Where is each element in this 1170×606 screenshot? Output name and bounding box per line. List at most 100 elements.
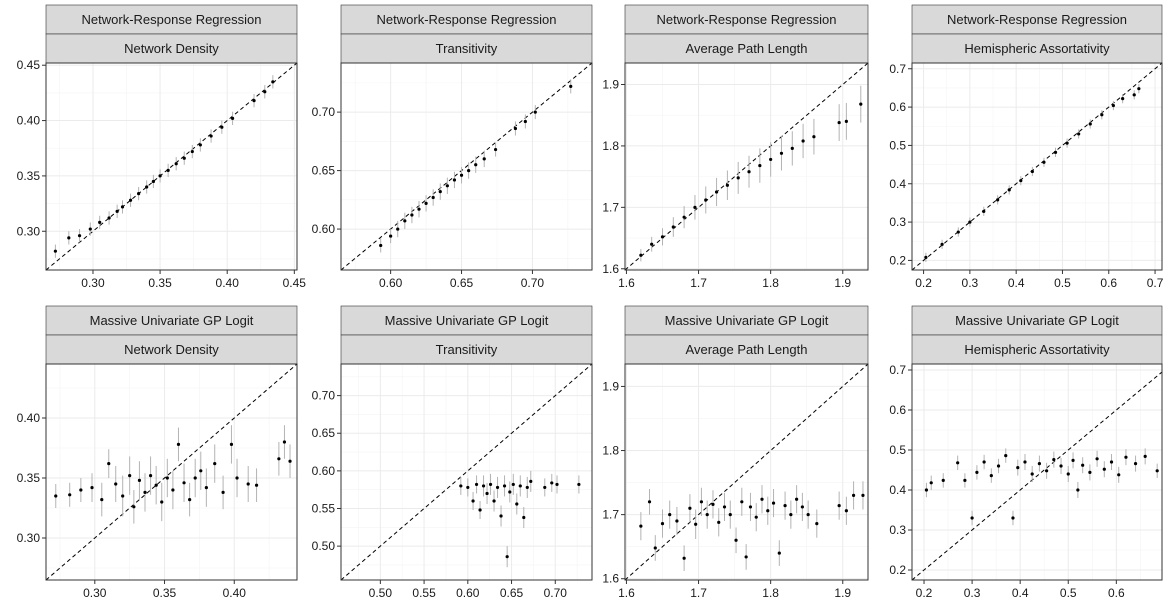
y-tick-label: 1.8: [602, 444, 619, 458]
data-point: [789, 513, 793, 517]
identity-line: [912, 63, 1162, 270]
data-point: [711, 502, 715, 506]
data-point: [861, 493, 865, 497]
data-point: [88, 227, 92, 231]
data-point: [220, 125, 224, 129]
data-point: [660, 235, 665, 239]
data-point: [120, 205, 125, 209]
x-tick-label: 1.7: [690, 586, 707, 600]
data-point: [924, 488, 929, 492]
data-point: [229, 442, 234, 446]
data-point: [1011, 516, 1015, 520]
data-point: [115, 209, 119, 213]
plot-area: [912, 63, 1162, 270]
plot-area: [341, 364, 592, 580]
data-point: [736, 176, 740, 180]
strip-top: [340, 4, 593, 35]
strip-top: [911, 4, 1163, 35]
data-point: [688, 506, 692, 510]
data-point: [1117, 473, 1121, 477]
y-tick-label: 1.9: [602, 379, 619, 393]
data-point: [128, 198, 133, 202]
data-point: [1030, 472, 1034, 476]
data-point: [569, 84, 573, 88]
x-tick-label: 0.50: [369, 586, 393, 600]
x-tick-label: 0.30: [81, 276, 105, 290]
y-tick-label: 0.7: [889, 363, 906, 377]
data-point: [779, 151, 784, 155]
data-point: [67, 236, 71, 240]
panel-border: [340, 62, 593, 271]
data-point: [1023, 460, 1027, 464]
facet-panel-6: Massive Univariate GP Logit Transitivity 0…: [312, 305, 593, 600]
data-point: [1004, 454, 1008, 458]
data-point: [459, 173, 464, 177]
data-point: [502, 484, 507, 488]
data-point: [783, 504, 787, 508]
data-point: [970, 516, 974, 520]
y-tick-label: 0.30: [17, 224, 41, 238]
strip-top: [624, 305, 869, 336]
data-point: [132, 505, 136, 509]
data-point: [525, 485, 529, 490]
data-point: [725, 183, 729, 187]
data-point: [158, 174, 162, 178]
data-point: [1007, 188, 1011, 192]
y-tick-label: 0.5: [889, 138, 906, 152]
data-point: [1102, 467, 1106, 471]
data-point: [1030, 169, 1034, 174]
x-tick-label: 0.3: [964, 586, 981, 600]
data-point: [98, 220, 102, 225]
y-tick-label: 0.50: [312, 539, 336, 553]
x-tick-label: 0.5: [1054, 276, 1071, 290]
y-tick-label: 0.35: [17, 169, 41, 183]
data-point: [474, 482, 479, 487]
data-point: [682, 556, 686, 560]
y-tick-label: 0.65: [312, 164, 336, 178]
x-tick-label: 0.2: [915, 276, 932, 290]
data-point: [647, 500, 652, 504]
data-point: [982, 209, 986, 213]
data-point: [459, 484, 463, 488]
data-point: [209, 134, 213, 138]
panel-background: [625, 63, 868, 270]
data-point: [288, 459, 292, 463]
strip-top: [45, 4, 298, 35]
x-tick-label: 0.40: [216, 276, 240, 290]
strip-bottom: [45, 33, 298, 64]
x-tick-label: 0.7: [1147, 276, 1164, 290]
data-point: [424, 201, 428, 205]
x-tick-label: 0.6: [1108, 586, 1125, 600]
x-tick-label: 1.7: [690, 276, 707, 290]
data-point: [1081, 463, 1085, 467]
strip-top-label: Massive Univariate GP Logit: [665, 313, 829, 328]
y-tick-label: 1.6: [602, 572, 619, 586]
data-point: [188, 498, 192, 502]
data-point: [748, 505, 753, 509]
data-point: [485, 491, 489, 496]
data-point: [90, 486, 94, 490]
data-point: [171, 488, 175, 492]
data-point: [137, 192, 141, 196]
facet-panel-8: Massive Univariate GP Logit Hemispheric A…: [889, 305, 1163, 600]
data-point: [982, 460, 986, 464]
data-point: [760, 497, 764, 501]
data-point: [467, 168, 471, 173]
y-tick-label: 1.7: [602, 508, 619, 522]
data-point: [252, 99, 256, 103]
y-tick-label: 0.5: [889, 443, 906, 457]
data-point: [996, 464, 1001, 468]
data-point: [777, 551, 781, 555]
data-point: [254, 483, 259, 487]
strip-bottom-label: Network Density: [124, 342, 219, 357]
data-point: [1137, 87, 1141, 91]
panel-border: [45, 62, 298, 271]
data-point: [230, 116, 235, 120]
data-point: [523, 119, 527, 124]
data-point: [996, 198, 1000, 202]
data-point: [114, 482, 118, 486]
y-tick-label: 1.9: [602, 77, 619, 91]
y-tick-label: 0.55: [312, 502, 336, 516]
facet-panel-3: Network-Response Regression Average Path …: [602, 4, 869, 290]
data-point: [806, 513, 810, 517]
